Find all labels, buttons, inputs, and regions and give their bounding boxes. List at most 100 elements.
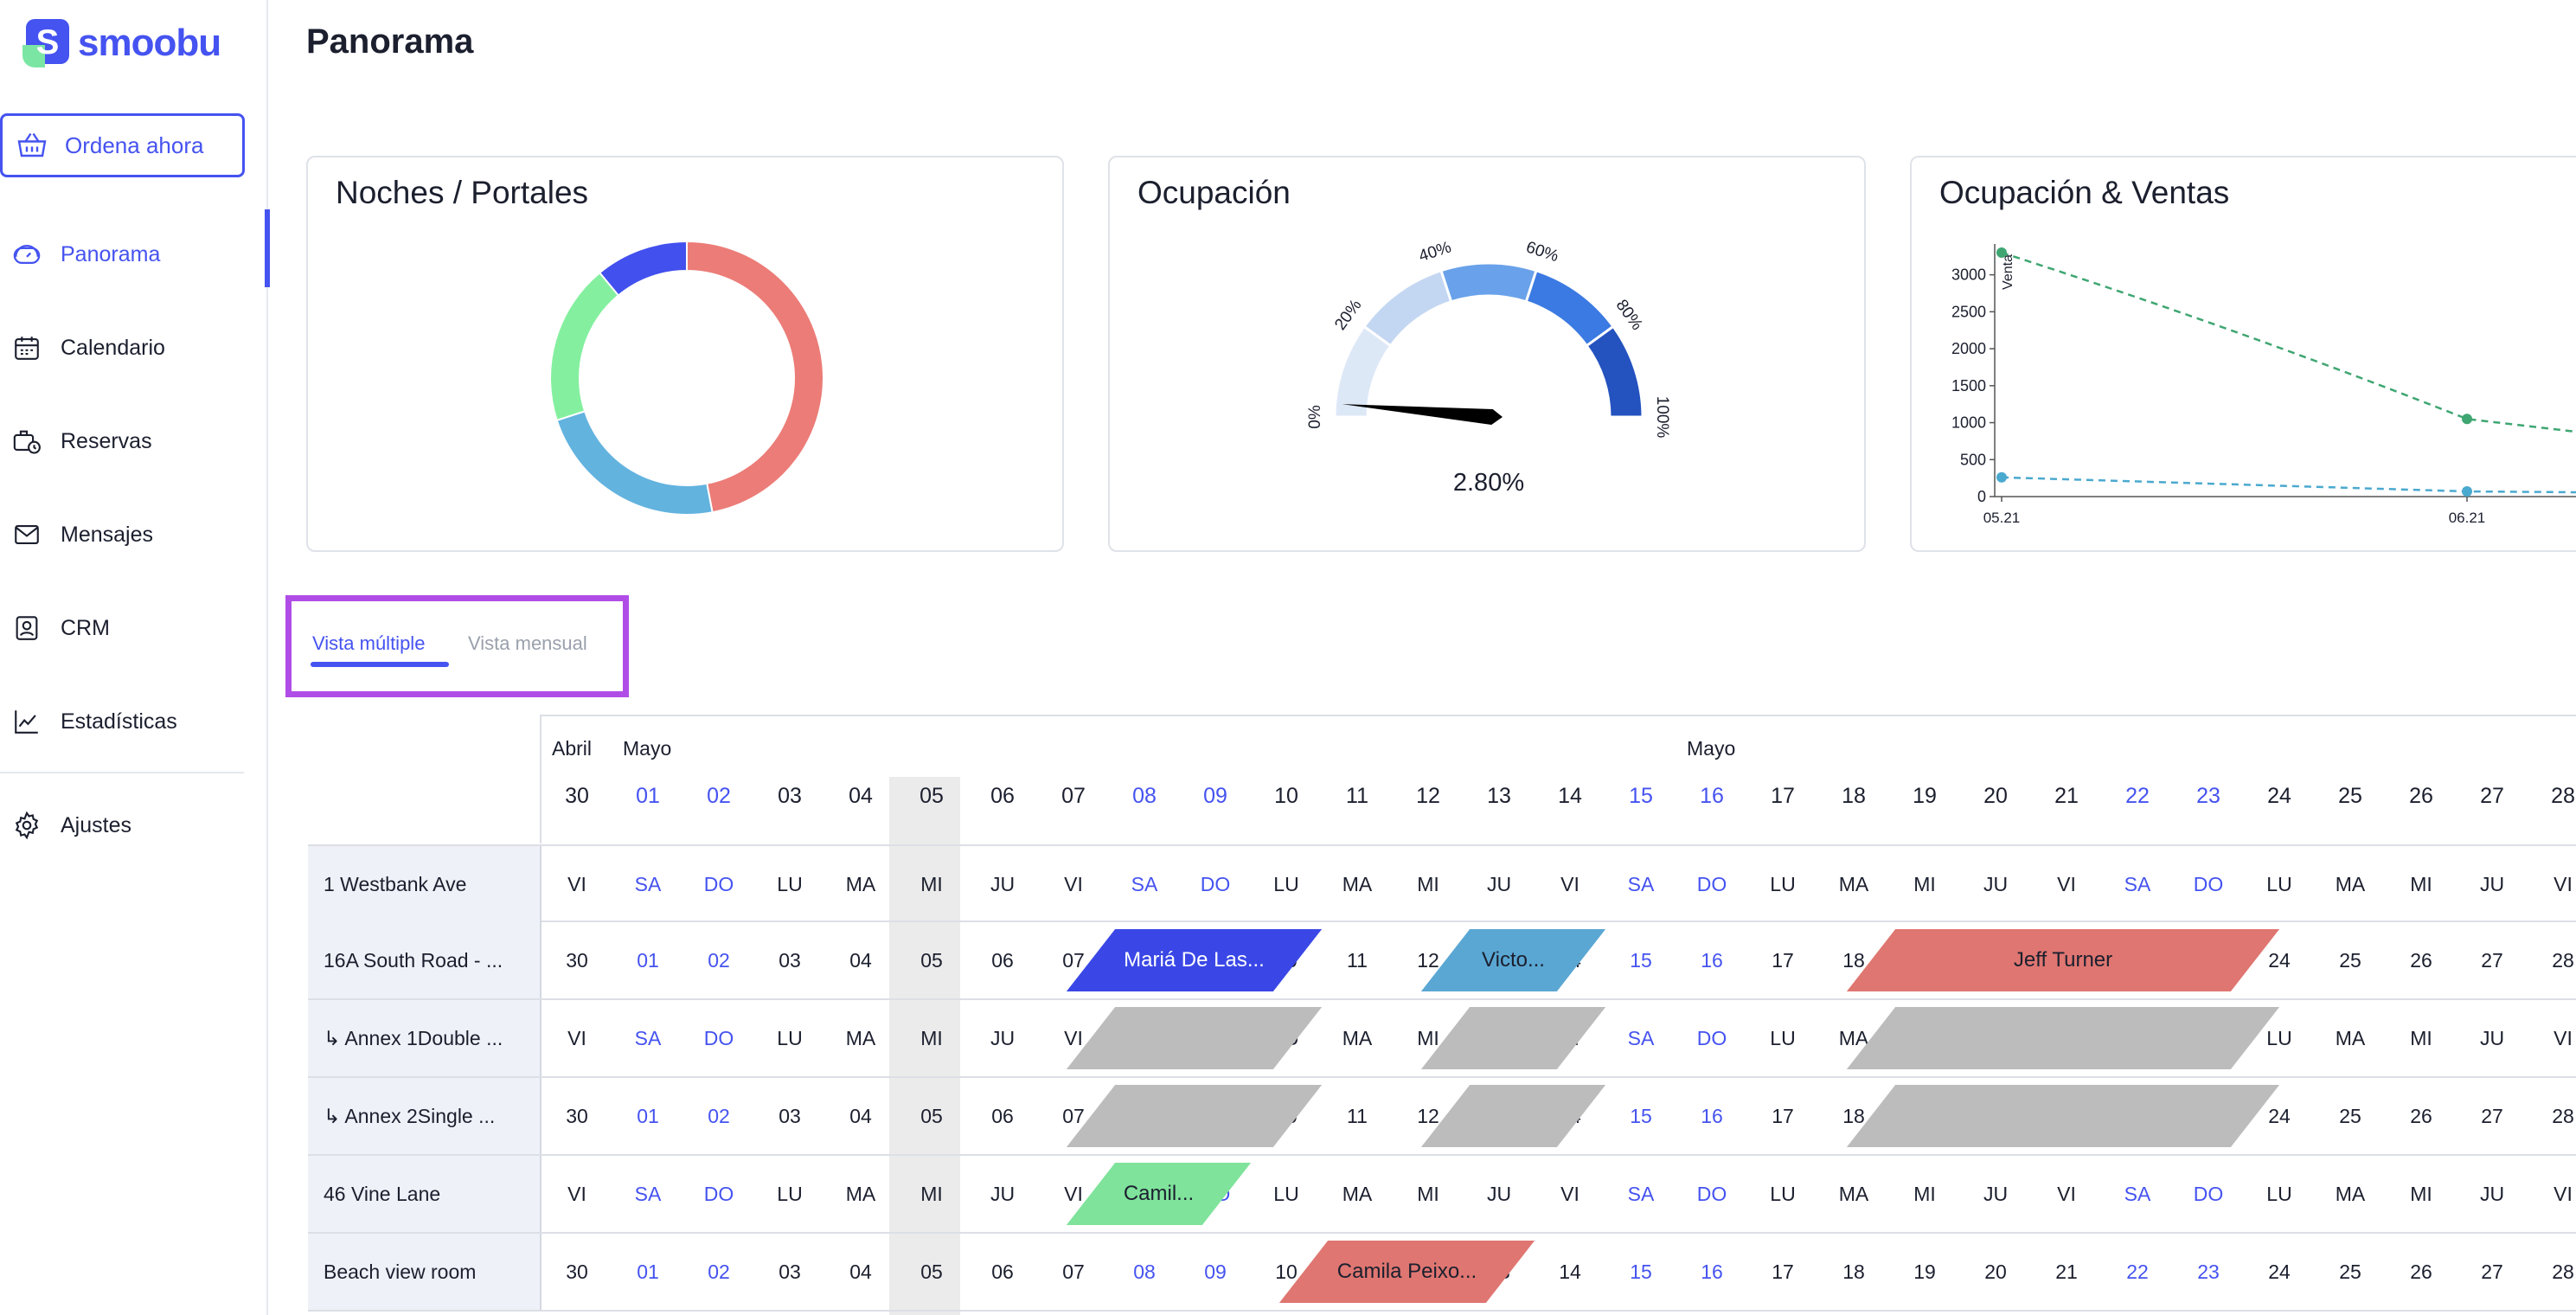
day-header[interactable]: 25 xyxy=(2338,784,2362,808)
day-cell[interactable]: LU xyxy=(2266,1027,2292,1049)
day-cell[interactable]: 17 xyxy=(1772,1260,1794,1283)
day-cell[interactable]: DO xyxy=(1696,1027,1727,1049)
day-cell[interactable]: VI xyxy=(2057,873,2076,895)
day-header[interactable]: 05 xyxy=(920,784,944,808)
day-cell[interactable]: MA xyxy=(1342,873,1373,895)
day-cell[interactable]: 20 xyxy=(1984,1260,2007,1283)
day-cell[interactable]: 30 xyxy=(566,1105,588,1127)
tab-vista-multiple[interactable]: Vista múltiple xyxy=(312,632,426,654)
sidebar-item-mensajes[interactable]: Mensajes xyxy=(0,488,268,581)
day-header[interactable]: 09 xyxy=(1203,784,1227,808)
day-cell[interactable]: 26 xyxy=(2410,949,2432,972)
day-cell[interactable]: 07 xyxy=(1062,1260,1085,1283)
day-header[interactable]: 23 xyxy=(2196,784,2220,808)
day-cell[interactable]: DO xyxy=(703,1027,734,1049)
day-cell[interactable]: LU xyxy=(777,1027,803,1049)
day-cell[interactable]: 28 xyxy=(2552,1105,2574,1127)
day-cell[interactable]: LU xyxy=(777,873,803,895)
day-cell[interactable]: 14 xyxy=(1559,1260,1581,1283)
day-cell[interactable]: 04 xyxy=(849,1105,872,1127)
day-cell[interactable]: MA xyxy=(845,1183,876,1205)
day-cell[interactable]: 30 xyxy=(566,949,588,972)
sidebar-item-calendario[interactable]: Calendario xyxy=(0,301,268,394)
tab-vista-mensual[interactable]: Vista mensual xyxy=(468,632,587,654)
day-cell[interactable]: DO xyxy=(1696,873,1727,895)
day-cell[interactable]: LU xyxy=(1273,1183,1299,1205)
donut-slice[interactable] xyxy=(555,410,714,516)
order-now-button[interactable]: Ordena ahora xyxy=(0,113,245,177)
day-cell[interactable]: DO xyxy=(1200,873,1231,895)
day-cell[interactable]: 21 xyxy=(2055,1260,2078,1283)
day-header[interactable]: 17 xyxy=(1771,784,1795,808)
day-header[interactable]: 14 xyxy=(1558,784,1582,808)
day-cell[interactable]: 11 xyxy=(1347,949,1368,972)
property-name[interactable]: 46 Vine Lane xyxy=(308,1156,541,1232)
day-cell[interactable]: MI xyxy=(920,1027,943,1049)
day-cell[interactable]: MI xyxy=(1913,1183,1936,1205)
day-header[interactable]: 24 xyxy=(2267,784,2291,808)
day-cell[interactable]: LU xyxy=(2266,873,2292,895)
day-cell[interactable]: 05 xyxy=(920,949,943,972)
day-cell[interactable]: 08 xyxy=(1133,1260,1156,1283)
day-cell[interactable]: MI xyxy=(1417,1183,1439,1205)
day-cell[interactable]: 01 xyxy=(637,1105,659,1127)
day-cell[interactable]: SA xyxy=(1627,1183,1655,1205)
day-cell[interactable]: MA xyxy=(1838,873,1869,895)
day-header[interactable]: 21 xyxy=(2054,784,2079,808)
day-cell[interactable]: 17 xyxy=(1772,949,1794,972)
day-cell[interactable]: 28 xyxy=(2552,1260,2574,1283)
day-cell[interactable]: 23 xyxy=(2197,1260,2220,1283)
day-cell[interactable]: JU xyxy=(2479,1027,2505,1049)
day-cell[interactable]: MA xyxy=(1342,1027,1373,1049)
day-cell[interactable]: LU xyxy=(777,1183,803,1205)
day-cell[interactable]: 27 xyxy=(2481,1260,2503,1283)
day-cell[interactable]: SA xyxy=(2124,1183,2151,1205)
day-cell[interactable]: MI xyxy=(2410,873,2432,895)
day-cell[interactable]: LU xyxy=(1770,873,1796,895)
day-cell[interactable]: 27 xyxy=(2481,949,2503,972)
day-cell[interactable]: 06 xyxy=(991,1105,1014,1127)
day-cell[interactable]: 10 xyxy=(1275,1260,1298,1283)
day-cell[interactable]: VI xyxy=(1560,873,1580,895)
data-point[interactable] xyxy=(1996,471,2007,483)
day-cell[interactable]: MA xyxy=(1838,1183,1869,1205)
day-cell[interactable]: 16 xyxy=(1701,1105,1723,1127)
day-cell[interactable]: 28 xyxy=(2552,949,2574,972)
day-header[interactable]: 20 xyxy=(1983,784,2008,808)
day-header[interactable]: 08 xyxy=(1132,784,1157,808)
smoobu-logo[interactable]: S smoobu xyxy=(22,19,221,67)
day-cell[interactable]: 03 xyxy=(779,1260,801,1283)
day-cell[interactable]: 09 xyxy=(1204,1260,1227,1283)
property-name[interactable]: 16A South Road - ... xyxy=(308,922,541,998)
day-cell[interactable]: MA xyxy=(2335,873,2366,895)
day-header[interactable]: 03 xyxy=(778,784,802,808)
donut-slice[interactable] xyxy=(686,240,824,514)
day-cell[interactable]: JU xyxy=(990,1183,1016,1205)
day-cell[interactable]: 11 xyxy=(1347,1105,1368,1127)
day-cell[interactable]: LU xyxy=(2266,1183,2292,1205)
day-cell[interactable]: 22 xyxy=(2126,1260,2149,1283)
day-cell[interactable]: SA xyxy=(634,873,662,895)
day-cell[interactable]: 25 xyxy=(2339,1260,2361,1283)
day-cell[interactable]: 18 xyxy=(1842,1105,1865,1127)
booking-bar[interactable] xyxy=(1846,1007,2280,1069)
day-header[interactable]: 22 xyxy=(2125,784,2150,808)
day-cell[interactable]: 03 xyxy=(779,949,801,972)
day-header[interactable]: 18 xyxy=(1842,784,1866,808)
day-cell[interactable]: JU xyxy=(2479,873,2505,895)
day-cell[interactable]: JU xyxy=(1983,1183,2009,1205)
day-cell[interactable]: JU xyxy=(990,873,1016,895)
day-cell[interactable]: 18 xyxy=(1842,1260,1865,1283)
day-header[interactable]: 15 xyxy=(1629,784,1653,808)
data-point[interactable] xyxy=(2462,486,2472,497)
day-header[interactable]: 12 xyxy=(1416,784,1440,808)
day-cell[interactable]: SA xyxy=(634,1183,662,1205)
day-header[interactable]: 01 xyxy=(636,784,660,808)
day-cell[interactable]: 16 xyxy=(1701,1260,1723,1283)
day-header[interactable]: 02 xyxy=(707,784,731,808)
day-cell[interactable]: 26 xyxy=(2410,1260,2432,1283)
day-cell[interactable]: VI xyxy=(2554,873,2573,895)
day-cell[interactable]: 30 xyxy=(566,1260,588,1283)
day-cell[interactable]: VI xyxy=(1064,873,1083,895)
day-header[interactable]: 04 xyxy=(849,784,873,808)
